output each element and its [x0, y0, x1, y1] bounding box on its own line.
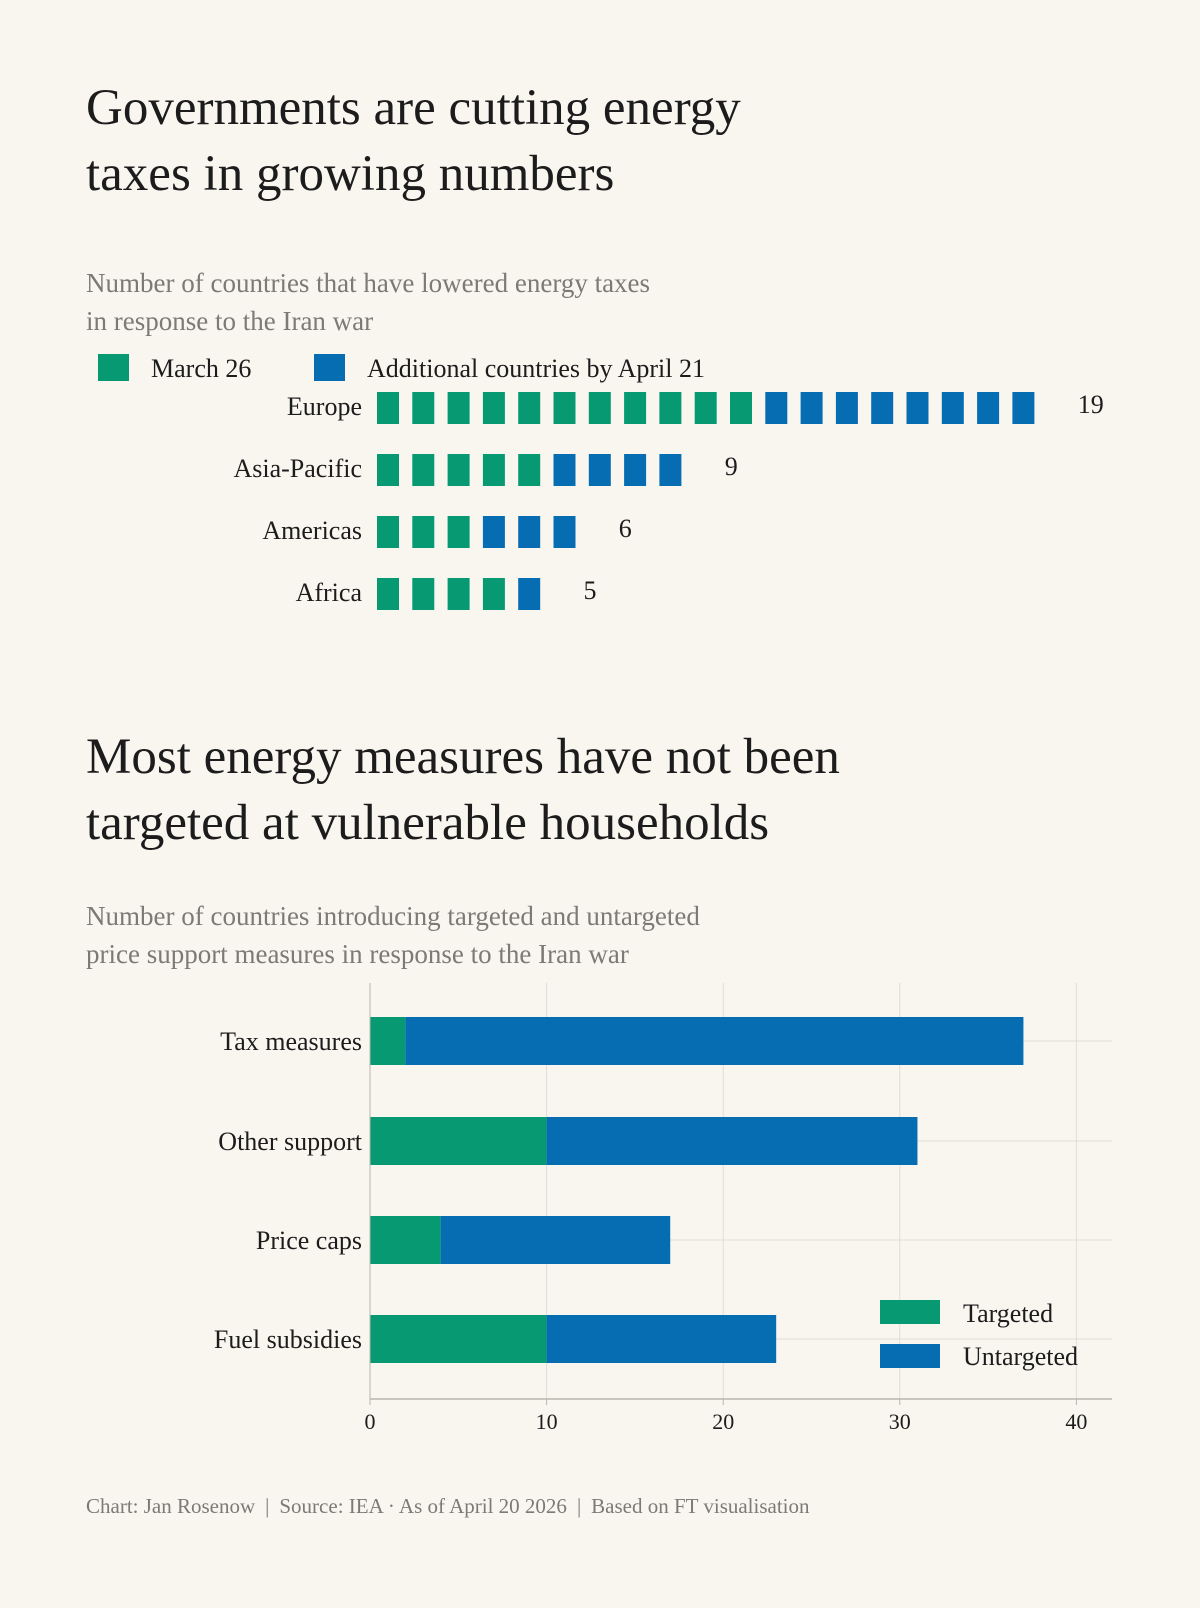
- waffle-square-additional: [906, 392, 929, 424]
- waffle-square-march: [447, 578, 470, 610]
- waffle-square-march: [447, 454, 470, 486]
- category-label: Price caps: [256, 1226, 362, 1255]
- footer-note: Based on FT visualisation: [591, 1494, 810, 1518]
- waffle-square-march: [518, 454, 541, 486]
- waffle-square-march: [377, 392, 399, 424]
- waffle-square-additional: [659, 454, 682, 486]
- x-tick-label: 20: [712, 1409, 734, 1434]
- category-label: Americas: [262, 516, 362, 545]
- category-label: Tax measures: [220, 1027, 362, 1056]
- waffle-square-march: [447, 516, 470, 548]
- bar-untargeted: [440, 1216, 671, 1264]
- x-tick-label: 30: [889, 1409, 911, 1434]
- chart2-title: Most energy measures have not been targe…: [86, 729, 840, 851]
- waffle-square-march: [377, 516, 399, 548]
- waffle-square-march: [482, 578, 505, 610]
- bar-untargeted: [405, 1017, 1024, 1065]
- x-tick-label: 10: [536, 1409, 558, 1434]
- bar-untargeted: [546, 1315, 777, 1363]
- waffle-square-march: [482, 392, 505, 424]
- waffle-chart: March 26 Additional countries by April 2…: [98, 354, 1104, 610]
- category-label: Other support: [218, 1127, 362, 1156]
- waffle-square-march: [377, 454, 399, 486]
- legend-label-targeted: Targeted: [963, 1299, 1053, 1328]
- waffle-square-march: [694, 392, 717, 424]
- waffle-square-additional: [518, 516, 541, 548]
- category-label: Africa: [296, 578, 363, 607]
- waffle-square-march: [624, 392, 647, 424]
- chart1-subtitle: Number of countries that have lowered en…: [86, 268, 651, 336]
- chart1-title: Governments are cutting energy taxes in …: [86, 80, 741, 202]
- waffle-square-march: [553, 392, 576, 424]
- legend-swatch-targeted: [880, 1300, 940, 1324]
- total-label: 9: [725, 452, 738, 481]
- legend-swatch-march: [98, 354, 129, 381]
- waffle-square-additional: [835, 392, 858, 424]
- waffle-square-additional: [765, 392, 788, 424]
- x-tick-label: 40: [1065, 1409, 1087, 1434]
- stacked-bar-chart: Tax measures Other support Price caps Fuel …: [214, 983, 1112, 1434]
- legend-label-additional: Additional countries by April 21: [367, 354, 705, 383]
- waffle-square-additional: [800, 392, 823, 424]
- waffle-square-additional: [518, 578, 541, 610]
- waffle-square-march: [518, 392, 541, 424]
- waffle-square-march: [447, 392, 470, 424]
- legend-label-march: March 26: [151, 354, 251, 383]
- bar-targeted: [370, 1315, 547, 1363]
- waffle-square-additional: [553, 516, 576, 548]
- legend-label-untargeted: Untargeted: [963, 1342, 1078, 1371]
- waffle-square-march: [412, 392, 435, 424]
- bar-untargeted: [546, 1117, 918, 1165]
- waffle-square-march: [412, 578, 435, 610]
- legend-swatch-additional: [314, 354, 345, 381]
- category-label: Fuel subsidies: [214, 1325, 362, 1354]
- waffle-square-additional: [588, 454, 611, 486]
- waffle-square-march: [659, 392, 682, 424]
- footer-chart-credit: Chart: Jan Rosenow: [86, 1494, 256, 1518]
- total-label: 5: [584, 576, 597, 605]
- legend-swatch-untargeted: [880, 1344, 940, 1368]
- category-label: Europe: [287, 392, 362, 421]
- total-label: 19: [1078, 390, 1104, 419]
- footer-separator: |: [576, 1494, 582, 1518]
- category-label: Asia-Pacific: [233, 454, 362, 483]
- waffle-square-march: [412, 516, 435, 548]
- bar-targeted: [370, 1017, 406, 1065]
- chart2-legend: Targeted Untargeted: [880, 1299, 1078, 1371]
- waffle-square-additional: [482, 516, 505, 548]
- bar-targeted: [370, 1117, 547, 1165]
- total-label: 6: [619, 514, 632, 543]
- footer: Chart: Jan Rosenow | Source: IEA · As of A…: [86, 1494, 810, 1519]
- waffle-square-additional: [941, 392, 964, 424]
- waffle-square-additional: [977, 392, 1000, 424]
- waffle-square-additional: [624, 454, 647, 486]
- chart2-x-axis: 0 10 20 30 40: [365, 983, 1112, 1434]
- chart1-plot: Europe 19 Asia-Pacific 9 Americas 6 Africa 5: [233, 390, 1104, 610]
- waffle-square-march: [377, 578, 399, 610]
- footer-separator: |: [265, 1494, 270, 1518]
- waffle-square-march: [588, 392, 611, 424]
- waffle-square-march: [412, 454, 435, 486]
- footer-source: Source: IEA · As of April 20 2026: [279, 1494, 567, 1518]
- waffle-square-additional: [553, 454, 576, 486]
- chart1-legend: March 26 Additional countries by April 2…: [98, 354, 705, 383]
- waffle-square-additional: [871, 392, 894, 424]
- waffle-square-march: [730, 392, 752, 424]
- waffle-square-march: [482, 454, 505, 486]
- bar-targeted: [370, 1216, 441, 1264]
- x-tick-label: 0: [365, 1409, 376, 1434]
- chart2-bars: Tax measures Other support Price caps Fuel …: [214, 1017, 1024, 1363]
- waffle-square-additional: [1012, 392, 1035, 424]
- chart2-subtitle: Number of countries introducing targeted…: [86, 901, 700, 969]
